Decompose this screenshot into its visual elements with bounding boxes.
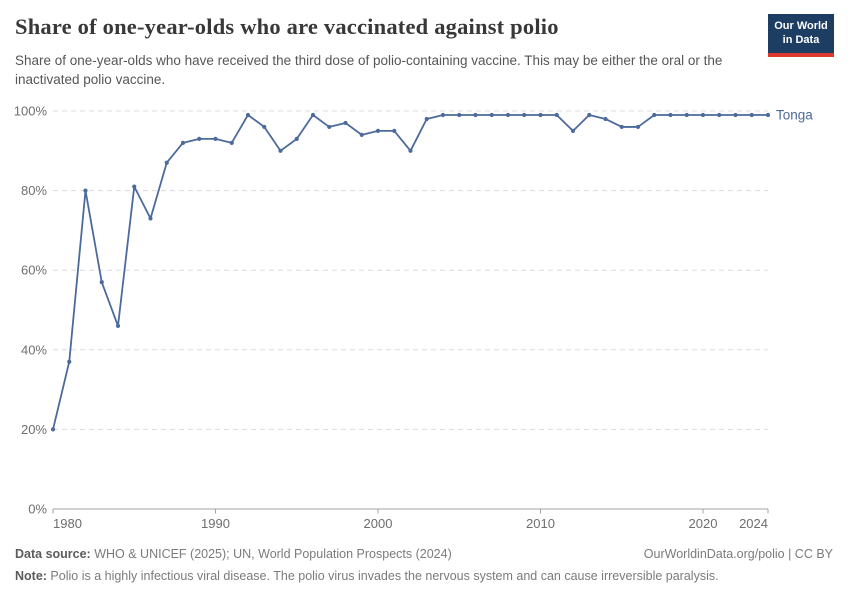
x-axis-label: 1990 — [201, 516, 230, 531]
y-axis-label: 20% — [21, 422, 47, 437]
data-source-label: Data source: — [15, 547, 91, 561]
data-point — [684, 112, 689, 118]
data-point — [83, 188, 88, 193]
rights-link[interactable]: OurWorldinData.org/polio | CC BY — [643, 547, 833, 561]
data-point — [262, 124, 267, 130]
data-point — [229, 140, 234, 145]
data-point — [473, 112, 478, 118]
data-point — [652, 112, 657, 118]
owid-logo-line1: Our World — [774, 20, 828, 32]
data-point — [392, 128, 397, 133]
data-point — [180, 140, 186, 145]
x-axis-label: 2024 — [739, 516, 768, 531]
data-point — [538, 112, 543, 118]
data-point — [440, 112, 446, 118]
y-axis-label: 60% — [21, 263, 47, 278]
owid-logo[interactable]: Our World in Data — [768, 14, 834, 57]
data-point — [700, 112, 706, 118]
data-point — [99, 280, 104, 285]
note-line: Note: Polio is a highly infectious viral… — [15, 569, 795, 583]
y-axis-label: 80% — [21, 183, 47, 198]
data-source-text: WHO & UNICEF (2025); UN, World Populatio… — [90, 547, 452, 561]
x-axis-label: 1980 — [53, 516, 82, 531]
data-point — [424, 116, 429, 122]
data-point — [213, 136, 218, 141]
tonga-line — [52, 114, 769, 431]
x-axis-label: 2000 — [364, 516, 393, 531]
data-point — [668, 112, 673, 118]
y-axis-label: 100% — [14, 104, 48, 119]
data-point — [408, 148, 413, 153]
data-point — [717, 112, 722, 118]
entity-label-tonga: Tonga — [776, 107, 813, 122]
data-point — [278, 148, 283, 153]
data-point — [294, 136, 299, 141]
page-title: Share of one-year-olds who are vaccinate… — [15, 14, 559, 39]
data-point — [67, 359, 72, 364]
data-point — [327, 124, 332, 130]
y-axis-label: 0% — [28, 502, 47, 517]
data-point — [310, 112, 316, 118]
y-axis-label: 40% — [21, 342, 47, 357]
owid-logo-line2: in Data — [782, 33, 820, 46]
data-point — [603, 116, 608, 122]
x-axis-label: 2010 — [526, 516, 555, 531]
data-point — [197, 136, 202, 141]
data-point — [619, 124, 624, 130]
line-chart-canvas[interactable]: 0% 20% 40% 60% 80% 100% 1980 1990 2000 2010 2020 20… — [0, 0, 850, 545]
data-point — [733, 112, 738, 118]
data-point — [343, 120, 348, 126]
data-point — [164, 160, 169, 165]
data-point — [570, 128, 576, 133]
chart-subtitle: Share of one-year-olds who have received… — [15, 53, 723, 87]
data-point — [132, 184, 137, 189]
note-label: Note: — [15, 569, 47, 583]
data-point — [635, 124, 641, 130]
data-point — [587, 112, 592, 118]
data-point — [148, 216, 153, 221]
data-point — [522, 112, 527, 118]
data-point — [554, 112, 559, 118]
data-point — [375, 128, 381, 133]
data-point — [765, 112, 771, 118]
data-point — [50, 427, 56, 432]
data-source-line: Data source: WHO & UNICEF (2025); UN, Wo… — [15, 547, 452, 561]
data-point — [115, 323, 121, 329]
x-axis-label: 2020 — [689, 516, 718, 531]
data-point — [505, 112, 511, 118]
data-point — [489, 112, 494, 118]
data-point — [359, 132, 364, 137]
data-point — [457, 112, 462, 118]
data-point — [245, 112, 251, 118]
data-point — [749, 112, 754, 118]
note-text: Polio is a highly infectious viral disea… — [46, 569, 719, 583]
